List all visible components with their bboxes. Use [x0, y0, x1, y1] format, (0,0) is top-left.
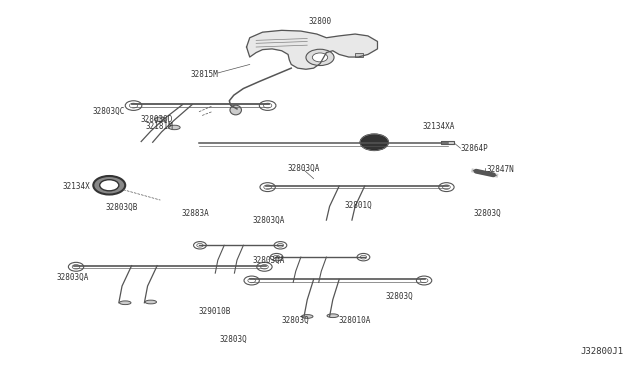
Text: 32803QA: 32803QA [253, 256, 285, 265]
Ellipse shape [327, 314, 339, 318]
Text: 328010A: 328010A [339, 316, 371, 325]
Text: 32803QB: 32803QB [106, 203, 138, 212]
Ellipse shape [145, 300, 157, 304]
Text: J32800J1: J32800J1 [580, 347, 623, 356]
Text: 32883A: 32883A [182, 209, 209, 218]
Text: 32803QD: 32803QD [141, 115, 173, 124]
Ellipse shape [120, 301, 131, 305]
Text: 32800: 32800 [308, 17, 332, 26]
Ellipse shape [230, 105, 241, 115]
Circle shape [306, 49, 334, 65]
Bar [355, 53, 363, 57]
Text: 32864P: 32864P [461, 144, 488, 153]
Polygon shape [246, 31, 378, 69]
Text: 329010B: 329010B [198, 307, 231, 316]
Ellipse shape [155, 117, 166, 122]
Text: 32803Q: 32803Q [473, 209, 501, 218]
Ellipse shape [169, 125, 180, 130]
Text: 32803QA: 32803QA [253, 216, 285, 225]
Circle shape [100, 180, 119, 191]
Text: 32803Q: 32803Q [220, 335, 248, 344]
Text: 32803Q: 32803Q [282, 316, 310, 325]
Text: 32134XA: 32134XA [422, 122, 454, 131]
Text: 32801Q: 32801Q [344, 201, 372, 210]
Circle shape [312, 53, 328, 62]
Text: 32803QA: 32803QA [288, 164, 320, 173]
Text: 32181M: 32181M [145, 122, 173, 131]
Polygon shape [442, 141, 454, 144]
Text: 32803Q: 32803Q [386, 292, 413, 301]
Text: 32803QA: 32803QA [56, 273, 89, 282]
Text: 32847N: 32847N [486, 165, 514, 174]
Circle shape [360, 134, 388, 150]
Text: 32134X: 32134X [62, 182, 90, 190]
Text: 32803QC: 32803QC [93, 108, 125, 116]
Text: 32815M: 32815M [190, 70, 218, 79]
Circle shape [93, 176, 125, 195]
Ellipse shape [301, 315, 313, 318]
